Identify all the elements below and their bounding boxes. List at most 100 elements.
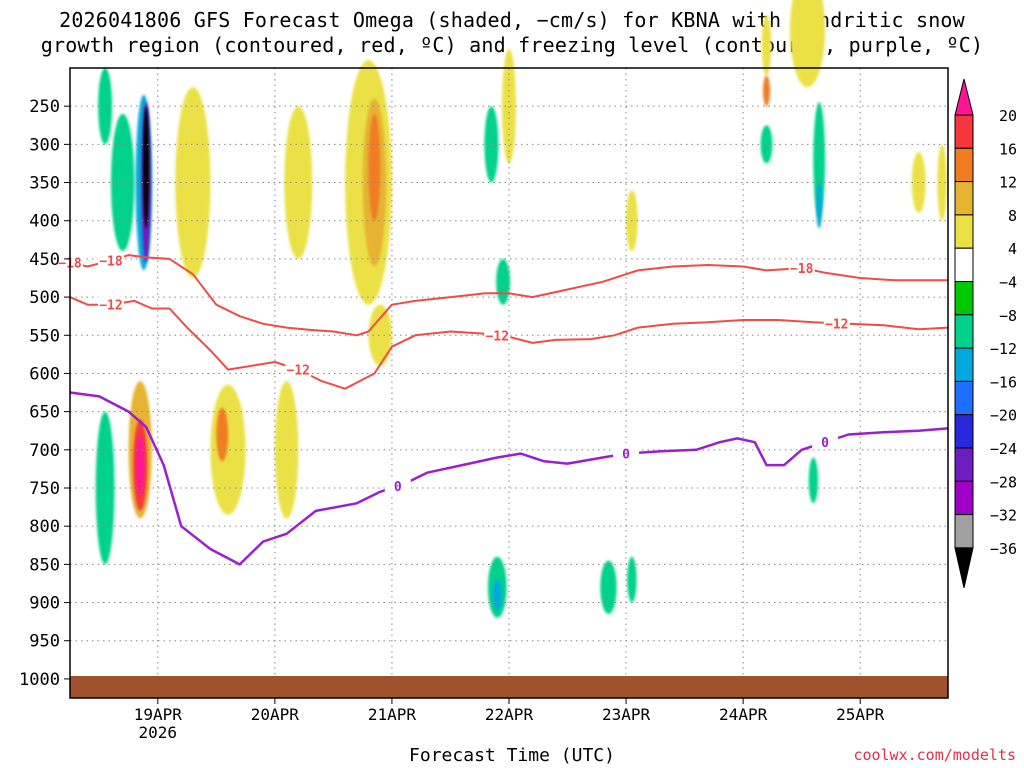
y-tick-label: 450 [29,250,60,270]
omega-cell [627,556,637,603]
omega-cell [492,579,502,611]
colorbar-label: −20 [990,407,1017,425]
omega-cell [111,113,135,252]
colorbar-swatch [954,181,974,216]
omega-cell [816,182,823,229]
colorbar-swatch [954,380,974,416]
omega-cell [502,48,516,164]
dgz-contour-label: −12 [287,364,310,379]
y-tick-label: 550 [29,326,60,346]
x-tick-label: 25APR [836,705,885,724]
dgz-contour-label: −12 [825,317,848,332]
dgz-contour-label-bg [285,361,312,377]
freezing-level-contour-label: 0 [821,436,829,451]
y-tick-label: 850 [29,555,60,575]
dgz-contour-label-bg [97,252,124,268]
colorbar-swatch [954,147,974,183]
colorbar-label: −12 [990,340,1017,358]
y-tick-label: 900 [29,594,60,614]
y-axis: 250 300 350 400 450 500 550 600 650 700 750 800 850 9… [19,97,70,690]
x-axis-title: Forecast Time (UTC) [409,745,615,766]
freezing-level-contour-label-bg [384,478,411,494]
colorbar-swatch [954,114,974,149]
colorbar-label: 12 [999,174,1017,192]
y-tick-label: 750 [29,479,60,499]
colorbar-label: 8 [1008,207,1017,225]
dgz-contour-label-bg [823,315,850,331]
colorbar-swatch [954,347,974,382]
colorbar-label: −4 [999,274,1017,292]
freezing-level-contour-label-bg [812,434,839,450]
colorbar: 20 16 12 8 4 −4 −8 −12 −16 −20 −24 −28 −32 −36 [954,78,1017,589]
y-tick-label: 600 [29,364,60,384]
dgz-contour-label-bg [97,296,124,312]
omega-cell [789,0,826,88]
x-tick-label: 24APR [719,705,768,724]
colorbar-label: −28 [990,473,1017,491]
colorbar-swatch [954,447,974,482]
x-tick-label: 23APR [602,705,651,724]
source-credit[interactable]: coolwx.com/modelts [853,746,1016,764]
colorbar-label: −32 [990,507,1017,525]
colorbar-swatch [954,214,974,249]
omega-cell [761,14,772,76]
freezing-level-contour-label: 0 [394,480,402,495]
omega-cell [368,113,381,221]
omega-cell [284,106,313,259]
omega-cell [813,102,826,217]
colorbar-swatch [954,247,974,282]
omega-cell [484,106,499,183]
colorbar-label: 20 [999,107,1017,125]
freezing-level-contour [69,391,949,566]
colorbar-label: −36 [990,540,1017,558]
omega-cell [175,87,211,278]
y-tick-label: 400 [29,212,60,232]
colorbar-label: −24 [990,440,1017,458]
x-tick-label: 20APR [251,705,300,724]
omega-shading-layer [95,0,947,618]
y-tick-label: 950 [29,632,60,652]
omega-cell [760,125,773,164]
colorbar-swatch [954,514,974,549]
freezing-level-contour-label: 0 [622,448,630,463]
omega-cell [368,304,392,366]
y-tick-label: 800 [29,517,60,537]
colorbar-swatch [954,414,974,449]
freezing-level-contour-label-bg [613,445,640,461]
colorbar-label: −16 [990,373,1017,391]
dgz-contour-label: −12 [99,299,122,314]
y-tick-label: 1000 [19,670,60,690]
x-tick-sublabel: 2026 [139,723,178,742]
omega-cell [911,152,926,213]
omega-cell [98,68,113,145]
dgz-contour-label: −18 [99,254,123,269]
dgz-contour-label-bg [788,260,815,276]
omega-cell [216,407,229,462]
omega-cell [210,384,246,515]
colorbar-swatch [954,480,974,516]
y-tick-label: 250 [29,97,60,117]
x-tick-label: 19APR [134,705,183,724]
dgz-contour [69,296,949,390]
chart-title-line-2: growth region (contoured, red, ºC) and f… [40,33,984,57]
colorbar-label: 4 [1008,240,1017,258]
omega-cell [274,381,299,519]
omega-cell [937,144,947,221]
colorbar-label: −8 [999,307,1017,325]
y-tick-label: 650 [29,403,60,423]
x-tick-label: 22APR [485,705,534,724]
x-tick-label: 21APR [368,705,417,724]
omega-cell [808,457,819,504]
dgz-contour [69,254,948,337]
dgz-contour-label: −12 [486,329,509,344]
y-tick-label: 300 [29,135,60,155]
grid-layer [70,68,948,698]
y-tick-label: 350 [29,174,60,194]
omega-cell [143,106,150,229]
dgz-contour-label: −18 [790,262,814,277]
dgz-contour-label-bg [484,327,511,343]
colorbar-swatch [954,314,974,349]
